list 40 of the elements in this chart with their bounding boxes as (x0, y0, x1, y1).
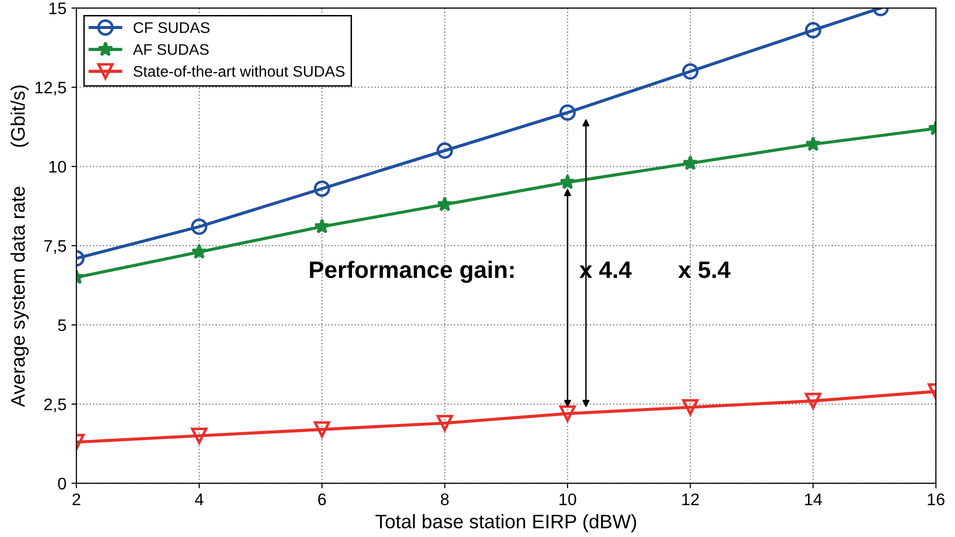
point (559, 405, 576, 422)
y-tick-label: 5 (58, 319, 66, 332)
point (682, 399, 699, 416)
y-tick-label: 12,5 (36, 82, 66, 96)
y-tick-label: 10 (49, 160, 66, 173)
x-axis-title: Total base station EIRP (dBW) (375, 514, 636, 532)
point (190, 428, 208, 444)
point (682, 63, 699, 80)
point (191, 244, 208, 259)
point (436, 196, 453, 212)
legend-label: AF SUDAS (132, 44, 209, 55)
legend-label: CF SUDAS (134, 22, 210, 34)
y-tick-label: 15 (49, 2, 66, 14)
x-tick-label: 14 (805, 494, 822, 506)
legend-label: State-of-the-art without SUDAS (134, 66, 345, 77)
point (314, 218, 330, 234)
point (804, 392, 822, 410)
x-tick-label: 8 (440, 493, 449, 506)
x-tick-label: 4 (194, 494, 204, 506)
y-tick-label: 7,5 (44, 240, 66, 254)
x-tick-label: 6 (318, 493, 326, 506)
x-tick-label: 16 (928, 493, 944, 506)
x-tick-label: 10 (560, 493, 576, 506)
x-tick-label: 2 (72, 493, 80, 506)
point (682, 155, 698, 170)
point (559, 104, 576, 121)
point (436, 414, 453, 432)
annotation: Performance gain: (310, 260, 514, 283)
y-tick-label: 0 (58, 478, 66, 490)
point (805, 136, 821, 152)
point (190, 218, 208, 235)
point (560, 174, 576, 190)
annotation: x 5.4 (678, 262, 730, 278)
point (314, 180, 330, 197)
x-tick-label: 12 (682, 493, 699, 506)
point (314, 421, 330, 438)
point (804, 22, 822, 38)
y-axis-title: Average system data rate (Gbit/s) (10, 85, 29, 408)
y-tick-label: 2,5 (44, 398, 66, 412)
point (436, 142, 453, 159)
